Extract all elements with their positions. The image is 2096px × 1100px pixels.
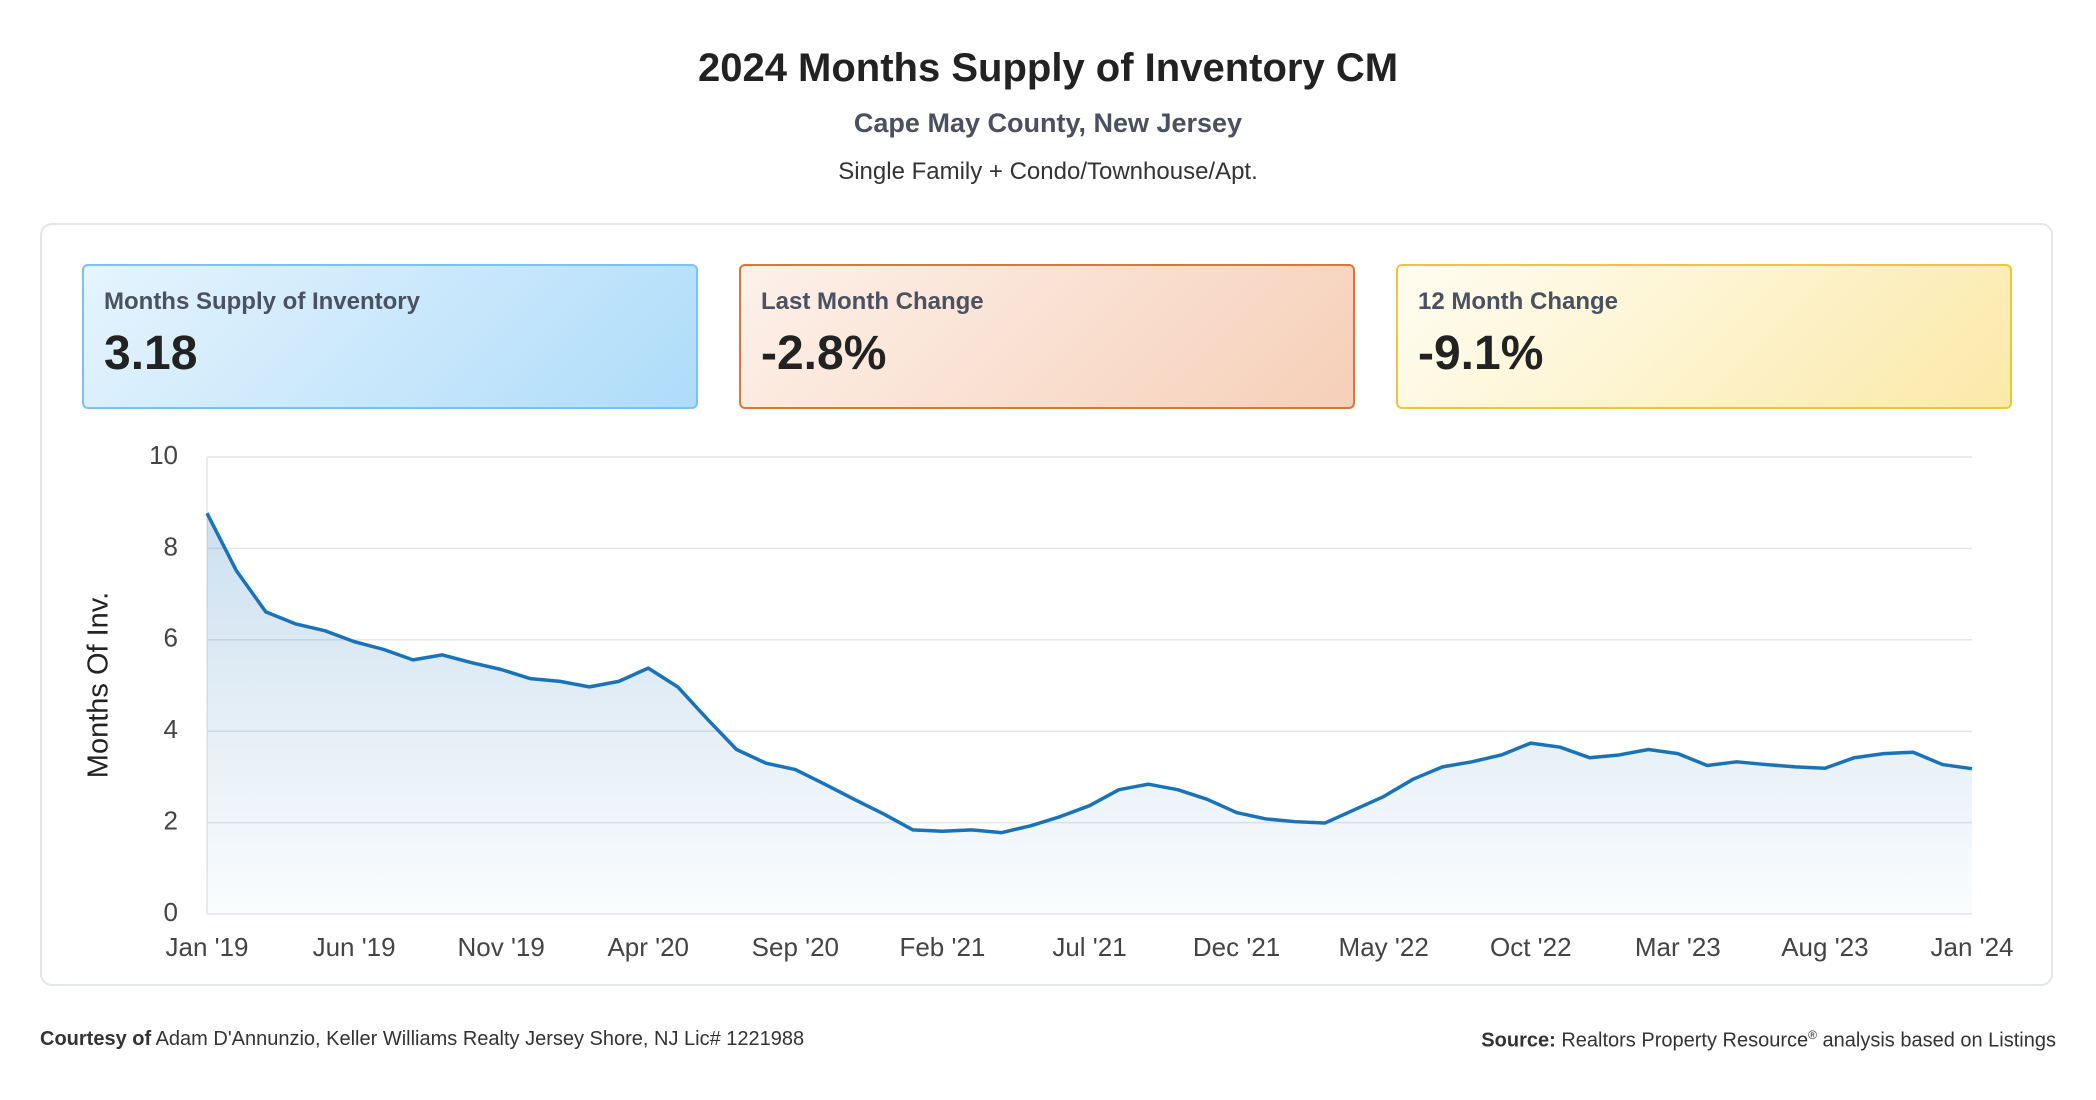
x-tick-label: Jan '19 bbox=[165, 932, 248, 962]
x-tick-label: Jan '24 bbox=[1930, 932, 2013, 962]
y-tick-label: 8 bbox=[164, 531, 178, 561]
courtesy-text: Adam D'Annunzio, Keller Williams Realty … bbox=[155, 1028, 805, 1050]
x-tick-label: Apr '20 bbox=[607, 932, 689, 962]
courtesy-label: Courtesy of bbox=[40, 1028, 152, 1050]
x-tick-label: May '22 bbox=[1339, 932, 1429, 962]
x-tick-label: Jul '21 bbox=[1052, 932, 1126, 962]
kpi-card: Months Supply of Inventory 3.18 bbox=[82, 264, 698, 409]
subtitle: Cape May County, New Jersey bbox=[853, 108, 1243, 138]
source-label: Source: bbox=[1481, 1029, 1556, 1052]
y-tick-label: 2 bbox=[164, 805, 178, 835]
kpi-value: -2.8% bbox=[761, 327, 887, 380]
x-tick-label: Mar '23 bbox=[1635, 932, 1721, 962]
y-axis-title: Months Of Inv. bbox=[83, 592, 115, 778]
x-tick-label: Sep '20 bbox=[752, 932, 839, 962]
kpi-label: Months Supply of Inventory bbox=[104, 288, 420, 315]
y-tick-label: 6 bbox=[164, 623, 178, 653]
title: 2024 Months Supply of Inventory CM bbox=[697, 46, 1399, 90]
x-tick-label: Jun '19 bbox=[313, 932, 396, 962]
x-tick-label: Aug '23 bbox=[1781, 932, 1868, 962]
kpi-card: 12 Month Change -9.1% bbox=[1396, 264, 2012, 409]
kpi-value: -9.1% bbox=[1418, 327, 1544, 380]
kpi-label: 12 Month Change bbox=[1418, 288, 1619, 315]
source-mark: ® bbox=[1808, 1028, 1817, 1042]
panel bbox=[40, 223, 2053, 986]
y-tick-label: 4 bbox=[164, 714, 178, 744]
kpi-value: 3.18 bbox=[104, 327, 198, 380]
chart: Months Of Inv. 0 2 4 6 8 10 Jan '19 Jun '19 Nov … bbox=[83, 440, 2014, 962]
source-text: Realtors Property Resource bbox=[1561, 1029, 1809, 1052]
y-tick-label: 10 bbox=[149, 440, 178, 470]
kpi-label: Last Month Change bbox=[761, 288, 984, 315]
courtesy: Courtesy of Adam D'Annunzio, Keller Will… bbox=[40, 1028, 804, 1051]
y-tick-label: 0 bbox=[164, 897, 178, 927]
line bbox=[205, 512, 1973, 835]
x-tick-label: Dec '21 bbox=[1193, 932, 1280, 962]
area bbox=[207, 513, 1972, 914]
kpi-card: Last Month Change -2.8% bbox=[739, 264, 1355, 409]
description: Single Family + Condo/Townhouse/Apt. bbox=[838, 158, 1258, 185]
x-tick-label: Feb '21 bbox=[899, 932, 985, 962]
x-tick-label: Oct '22 bbox=[1490, 932, 1572, 962]
source: Source: Realtors Property Resource® anal… bbox=[1481, 1028, 2056, 1053]
x-tick-label: Nov '19 bbox=[457, 932, 544, 962]
source-suffix: analysis based on Listings bbox=[1822, 1029, 2056, 1052]
